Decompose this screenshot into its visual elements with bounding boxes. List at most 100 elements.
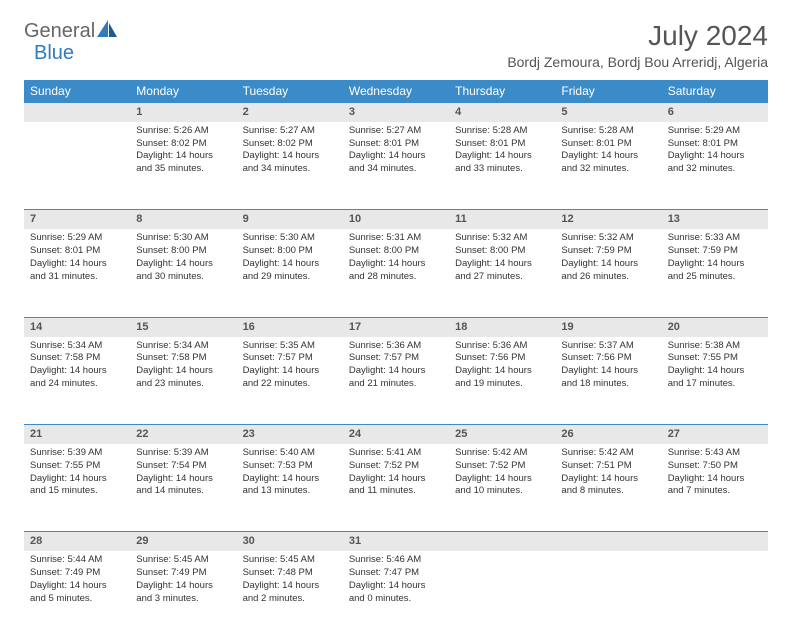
day-info-line: Daylight: 14 hours [561, 258, 655, 271]
day-cell: Sunrise: 5:28 AMSunset: 8:01 PMDaylight:… [449, 122, 555, 210]
daynum-row: 14151617181920 [24, 317, 768, 336]
day-cell [449, 551, 555, 639]
day-info-line: Daylight: 14 hours [349, 150, 443, 163]
month-title: July 2024 [507, 20, 768, 52]
day-info-line: and 21 minutes. [349, 378, 443, 391]
day-cell: Sunrise: 5:43 AMSunset: 7:50 PMDaylight:… [662, 444, 768, 532]
day-info-line: and 3 minutes. [136, 593, 230, 606]
day-info-line: Sunset: 8:00 PM [455, 245, 549, 258]
day-header: Friday [555, 80, 661, 103]
day-info-line: and 35 minutes. [136, 163, 230, 176]
day-info-line: and 30 minutes. [136, 271, 230, 284]
day-info-line: Daylight: 14 hours [30, 258, 124, 271]
day-cell: Sunrise: 5:38 AMSunset: 7:55 PMDaylight:… [662, 337, 768, 425]
day-cell: Sunrise: 5:27 AMSunset: 8:02 PMDaylight:… [237, 122, 343, 210]
day-cell: Sunrise: 5:39 AMSunset: 7:54 PMDaylight:… [130, 444, 236, 532]
day-number: 15 [130, 317, 236, 336]
day-info-line: and 5 minutes. [30, 593, 124, 606]
content-row: Sunrise: 5:39 AMSunset: 7:55 PMDaylight:… [24, 444, 768, 532]
day-number: 22 [130, 425, 236, 444]
day-cell: Sunrise: 5:35 AMSunset: 7:57 PMDaylight:… [237, 337, 343, 425]
day-info-line: Sunrise: 5:26 AM [136, 125, 230, 138]
day-cell: Sunrise: 5:34 AMSunset: 7:58 PMDaylight:… [24, 337, 130, 425]
day-number: 9 [237, 210, 343, 229]
day-info-line: and 33 minutes. [455, 163, 549, 176]
day-info-line: Sunset: 7:52 PM [455, 460, 549, 473]
day-info-line: and 19 minutes. [455, 378, 549, 391]
day-info-line: Sunset: 7:56 PM [455, 352, 549, 365]
day-info-line: Daylight: 14 hours [30, 473, 124, 486]
day-cell: Sunrise: 5:26 AMSunset: 8:02 PMDaylight:… [130, 122, 236, 210]
day-info-line: Sunrise: 5:27 AM [243, 125, 337, 138]
day-info-line: Sunset: 8:02 PM [136, 138, 230, 151]
day-info-line: Sunrise: 5:38 AM [668, 340, 762, 353]
day-info-line: Sunrise: 5:30 AM [136, 232, 230, 245]
day-number: 25 [449, 425, 555, 444]
day-info-line: and 0 minutes. [349, 593, 443, 606]
day-info-line: Daylight: 14 hours [561, 473, 655, 486]
day-number: 24 [343, 425, 449, 444]
day-info-line: Daylight: 14 hours [30, 580, 124, 593]
day-info-line: and 22 minutes. [243, 378, 337, 391]
day-info-line: Sunset: 7:57 PM [243, 352, 337, 365]
day-number: 5 [555, 103, 661, 122]
day-header: Wednesday [343, 80, 449, 103]
day-info-line: Sunrise: 5:40 AM [243, 447, 337, 460]
day-info-line: and 11 minutes. [349, 485, 443, 498]
day-number: 6 [662, 103, 768, 122]
day-info-line: Sunrise: 5:30 AM [243, 232, 337, 245]
day-info-line: Sunset: 7:59 PM [668, 245, 762, 258]
day-info-line: Daylight: 14 hours [349, 258, 443, 271]
day-info-line: and 32 minutes. [561, 163, 655, 176]
day-info-line: Daylight: 14 hours [243, 473, 337, 486]
daynum-row: 28293031 [24, 532, 768, 551]
day-cell: Sunrise: 5:32 AMSunset: 7:59 PMDaylight:… [555, 229, 661, 317]
day-info-line: and 8 minutes. [561, 485, 655, 498]
day-info-line: Sunset: 7:49 PM [136, 567, 230, 580]
day-number: 31 [343, 532, 449, 551]
day-info-line: Sunset: 7:54 PM [136, 460, 230, 473]
day-info-line: Sunset: 7:55 PM [668, 352, 762, 365]
day-info-line: Sunset: 8:00 PM [136, 245, 230, 258]
day-cell: Sunrise: 5:36 AMSunset: 7:57 PMDaylight:… [343, 337, 449, 425]
day-info-line: and 17 minutes. [668, 378, 762, 391]
day-info-line: Sunset: 8:01 PM [561, 138, 655, 151]
day-header: Thursday [449, 80, 555, 103]
day-info-line: and 31 minutes. [30, 271, 124, 284]
day-number: 1 [130, 103, 236, 122]
day-info-line: Daylight: 14 hours [561, 365, 655, 378]
day-number: 23 [237, 425, 343, 444]
day-info-line: Daylight: 14 hours [30, 365, 124, 378]
day-info-line: Sunrise: 5:34 AM [30, 340, 124, 353]
day-cell: Sunrise: 5:32 AMSunset: 8:00 PMDaylight:… [449, 229, 555, 317]
day-info-line: and 2 minutes. [243, 593, 337, 606]
day-number: 29 [130, 532, 236, 551]
day-info-line: and 32 minutes. [668, 163, 762, 176]
day-info-line: Sunset: 8:02 PM [243, 138, 337, 151]
day-info-line: Sunrise: 5:44 AM [30, 554, 124, 567]
day-cell: Sunrise: 5:33 AMSunset: 7:59 PMDaylight:… [662, 229, 768, 317]
day-number: 20 [662, 317, 768, 336]
day-info-line: Daylight: 14 hours [455, 365, 549, 378]
day-info-line: Sunrise: 5:45 AM [243, 554, 337, 567]
day-cell: Sunrise: 5:27 AMSunset: 8:01 PMDaylight:… [343, 122, 449, 210]
day-number: 27 [662, 425, 768, 444]
logo-sail-icon [97, 20, 119, 43]
day-info-line: Sunrise: 5:41 AM [349, 447, 443, 460]
day-header: Tuesday [237, 80, 343, 103]
day-info-line: Sunrise: 5:27 AM [349, 125, 443, 138]
day-info-line: Sunset: 8:01 PM [349, 138, 443, 151]
day-info-line: and 13 minutes. [243, 485, 337, 498]
day-number: 8 [130, 210, 236, 229]
day-cell: Sunrise: 5:39 AMSunset: 7:55 PMDaylight:… [24, 444, 130, 532]
day-cell [555, 551, 661, 639]
day-info-line: Sunrise: 5:32 AM [455, 232, 549, 245]
day-number: 11 [449, 210, 555, 229]
day-cell: Sunrise: 5:42 AMSunset: 7:51 PMDaylight:… [555, 444, 661, 532]
day-info-line: Daylight: 14 hours [243, 365, 337, 378]
daynum-row: 78910111213 [24, 210, 768, 229]
day-cell: Sunrise: 5:30 AMSunset: 8:00 PMDaylight:… [130, 229, 236, 317]
day-info-line: Sunset: 7:48 PM [243, 567, 337, 580]
day-cell [662, 551, 768, 639]
day-number: 17 [343, 317, 449, 336]
